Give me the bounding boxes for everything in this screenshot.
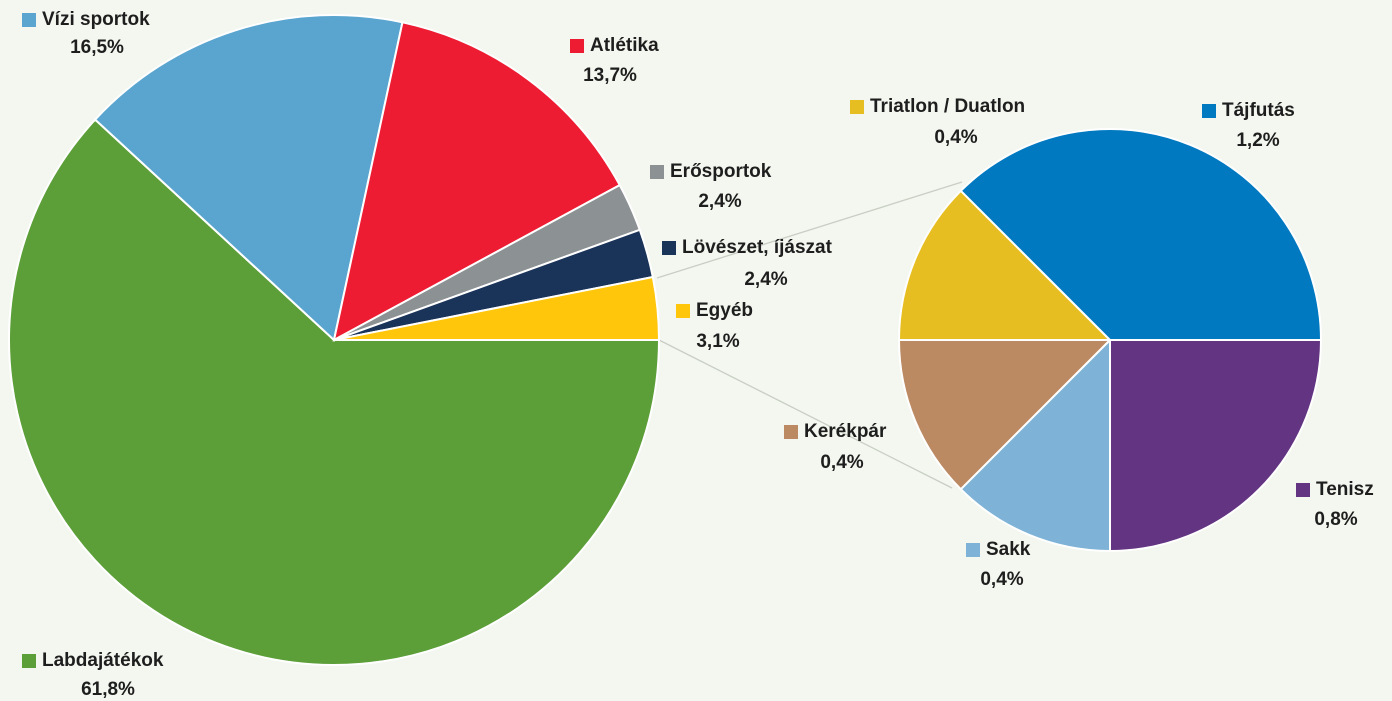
slice-label: Lövészet, íjászat [682,237,833,258]
pie-slice [897,189,1113,341]
pie-slice [959,127,1323,341]
slice-label: Tenisz [1316,479,1374,500]
slice-label: Egyéb [696,300,753,321]
connector-line [658,339,953,489]
legend-swatch [22,13,36,27]
slice-value-label: 2,4% [744,269,787,290]
slice-value-label: 1,2% [1236,130,1279,151]
pie-slice [1109,339,1323,553]
connector-line [656,181,963,279]
legend-swatch [676,304,690,318]
legend-swatch [1202,104,1216,118]
slice-label: Sakk [986,539,1031,560]
legend-swatch [1296,483,1310,497]
legend-swatch [784,425,798,439]
slice-label: Erősportok [670,161,772,182]
pie-slice [959,337,1111,553]
slice-value-label: 0,8% [1314,509,1357,530]
slice-value-label: 0,4% [980,569,1023,590]
pie-slice [8,118,661,666]
legend-swatch [650,165,664,179]
slice-value-label: 3,1% [696,331,739,352]
slice-label: Kerékpár [804,421,887,442]
legend-swatch [662,241,676,255]
slice-label: Vízi sportok [42,9,150,30]
slice-label: Atlétika [590,35,659,56]
slice-value-label: 61,8% [81,679,135,700]
slice-value-label: 16,5% [70,37,124,58]
slice-value-label: 0,4% [934,127,977,148]
legend-swatch [570,39,584,53]
slice-value-label: 0,4% [820,452,863,473]
slice-value-label: 13,7% [583,65,637,86]
pie-slice [333,275,661,341]
slice-label: Labdajátékok [42,650,164,671]
slice-label: Tájfutás [1222,100,1295,121]
pie-slice [93,14,404,342]
legend-swatch [850,100,864,114]
pie-slice [897,339,1113,491]
slice-value-label: 2,4% [698,191,741,212]
pie-slice [332,21,622,342]
slice-label: Triatlon / Duatlon [870,96,1025,117]
legend-swatch [22,654,36,668]
legend-swatch [966,543,980,557]
